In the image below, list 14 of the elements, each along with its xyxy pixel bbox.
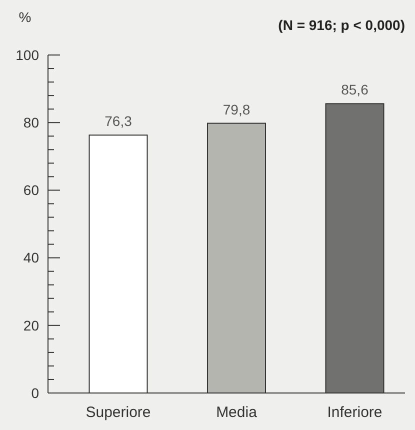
x-tick-label: Inferiore [327, 404, 382, 421]
y-tick-label: 60 [23, 182, 40, 198]
chart-title: (N = 916; p < 0,000) [278, 17, 405, 33]
y-tick-label: 80 [23, 114, 40, 130]
x-tick-label: Superiore [86, 404, 151, 421]
y-tick-label: 40 [23, 250, 40, 266]
y-tick-label: 20 [23, 317, 40, 334]
y-axis-title: % [18, 9, 32, 25]
x-tick-label: Media [216, 404, 258, 421]
data-label: 76,3 [104, 113, 132, 130]
y-tick-label: 100 [16, 46, 40, 63]
data-label: 79,8 [222, 101, 250, 118]
y-tick-label: 0 [31, 384, 40, 401]
data-label: 85,6 [341, 82, 369, 98]
